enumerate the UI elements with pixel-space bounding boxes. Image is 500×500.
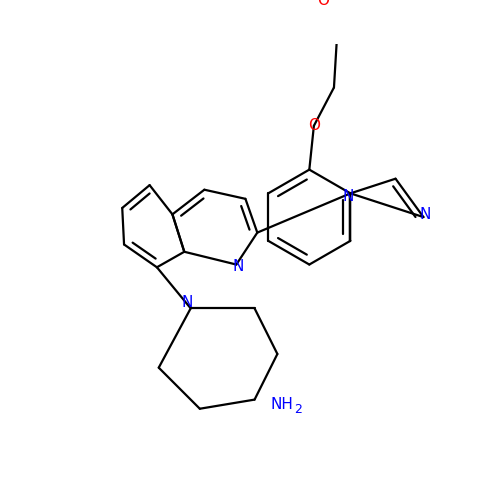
- Text: N: N: [343, 188, 354, 204]
- Text: O: O: [308, 118, 320, 134]
- Text: 2: 2: [294, 403, 302, 416]
- Text: N: N: [232, 259, 244, 274]
- Text: O: O: [317, 0, 329, 8]
- Text: N: N: [420, 207, 431, 222]
- Text: NH: NH: [271, 396, 294, 411]
- Text: N: N: [182, 296, 192, 310]
